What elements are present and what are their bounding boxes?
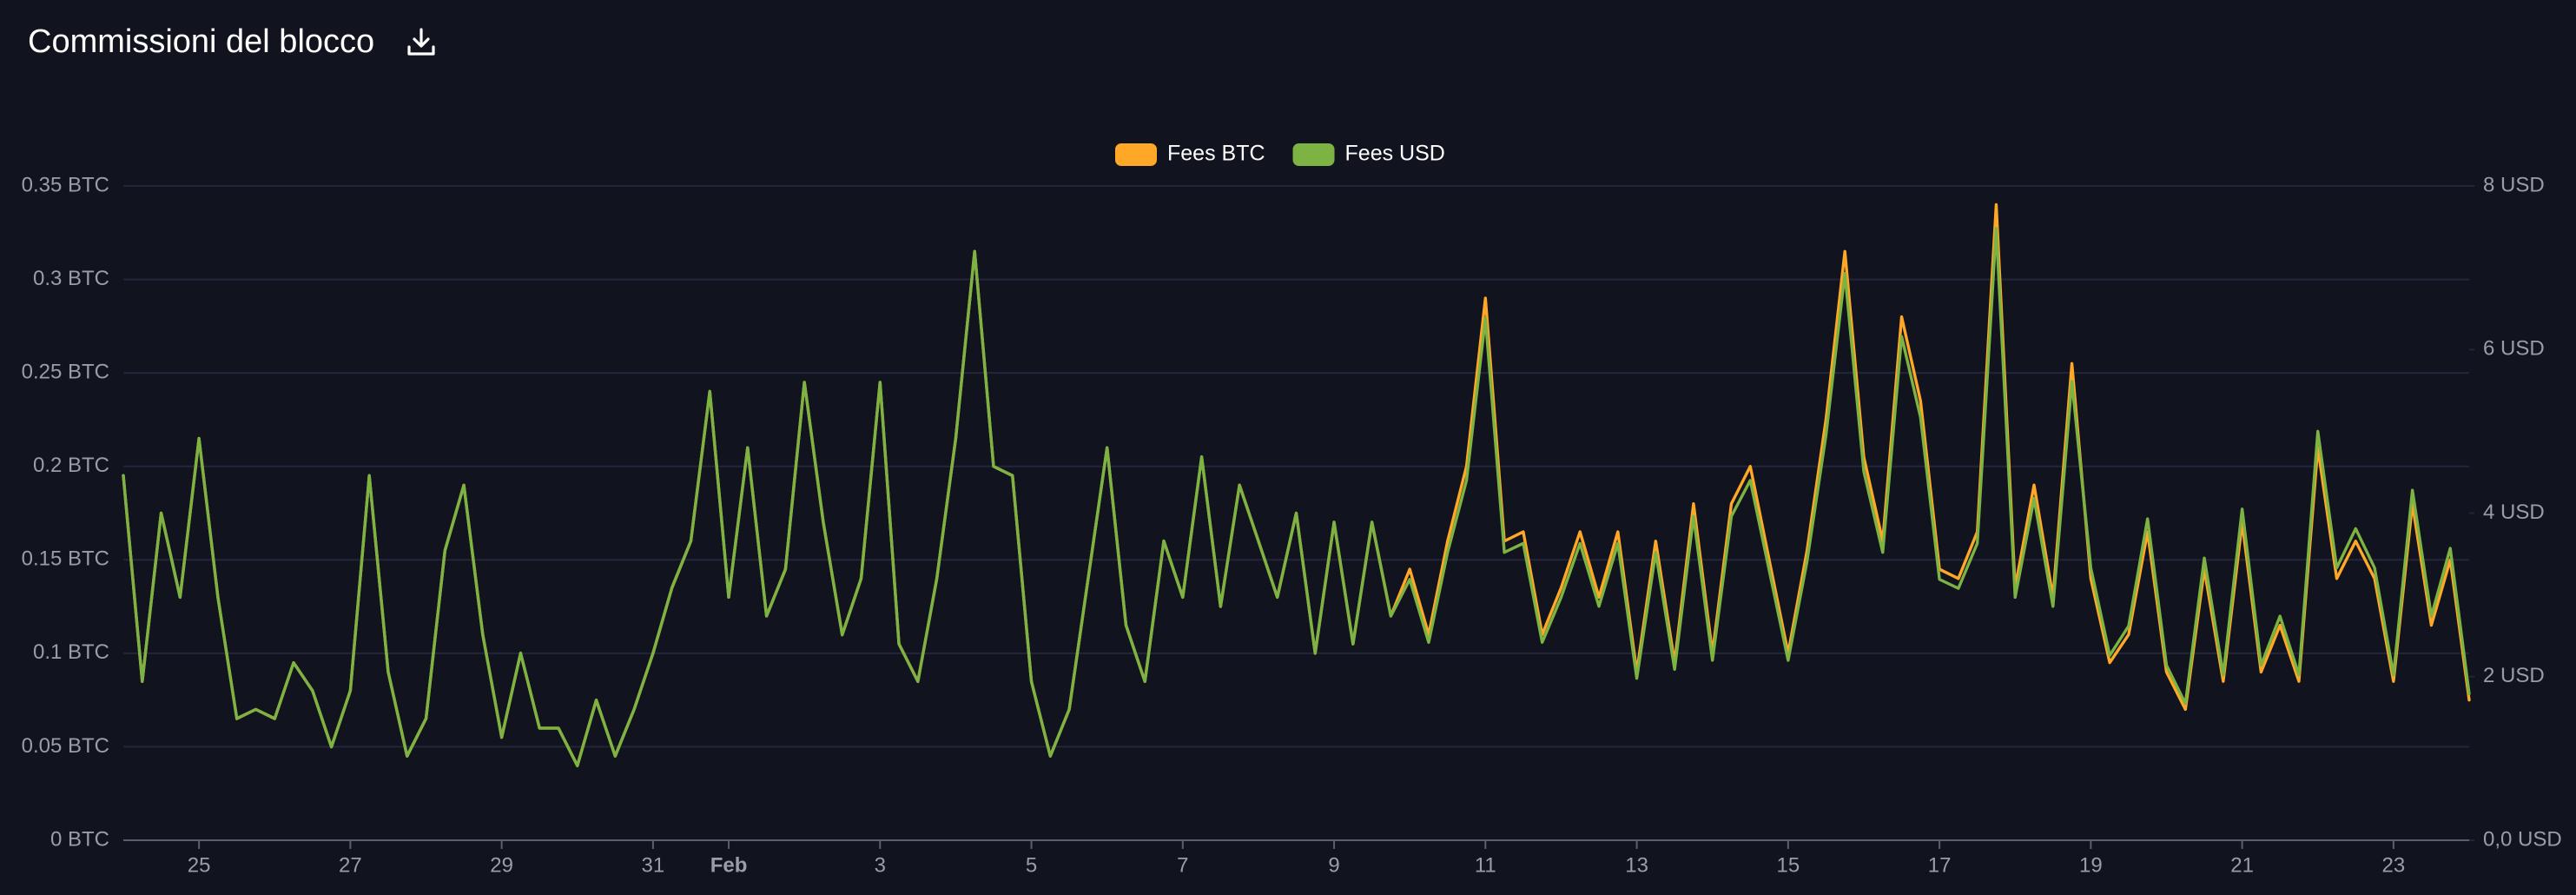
y-tick-label: 0.3 BTC [33, 267, 109, 290]
y2-tick-label: 6 USD [2483, 337, 2545, 361]
x-tick-label: 19 [2079, 853, 2103, 877]
y2-tick-label: 8 USD [2483, 173, 2545, 196]
download-arrow [413, 28, 430, 48]
y-tick-label: 0 BTC [50, 827, 109, 851]
y-tick-label: 0.25 BTC [22, 360, 109, 383]
y-tick-label: 0.15 BTC [22, 547, 109, 571]
x-tick-label: 21 [2230, 853, 2254, 877]
x-tick-label: 23 [2382, 853, 2406, 877]
legend-swatch [1292, 143, 1335, 166]
x-tick-label: 15 [1776, 853, 1800, 877]
x-tick-label: 25 [188, 853, 211, 877]
legend: Fees BTC Fees USD [1115, 142, 1445, 166]
x-tick-label: 13 [1625, 853, 1648, 877]
chart-title: Commissioni del blocco [28, 23, 374, 60]
x-tick-label: 27 [339, 853, 362, 877]
y-tick-label: 0.35 BTC [22, 173, 109, 196]
x-tick-label: 31 [642, 853, 665, 877]
y-tick-label: 0.1 BTC [33, 640, 109, 664]
x-tick-label: 5 [1026, 853, 1037, 877]
y-tick-label: 0.2 BTC [33, 454, 109, 477]
x-tick-label: 3 [875, 853, 886, 877]
y2-tick-label: 2 USD [2483, 664, 2545, 687]
y2-tick-label: 4 USD [2483, 501, 2545, 524]
series-line [122, 227, 2471, 768]
x-tick-label: 7 [1177, 853, 1188, 877]
x-tick-label: 29 [490, 853, 513, 877]
legend-swatch [1115, 143, 1157, 166]
x-tick-label: Feb [710, 853, 748, 877]
y-tick-label: 0.05 BTC [22, 734, 109, 758]
legend-label: Fees USD [1345, 142, 1445, 166]
download-tray [407, 45, 435, 56]
legend-label: Fees BTC [1167, 142, 1265, 166]
x-tick-label: 9 [1328, 853, 1339, 877]
y2-tick-label: 0,0 USD [2483, 827, 2562, 851]
download-icon[interactable] [407, 28, 435, 56]
x-tick-label: 17 [1928, 853, 1952, 877]
x-tick-label: 11 [1475, 853, 1496, 877]
